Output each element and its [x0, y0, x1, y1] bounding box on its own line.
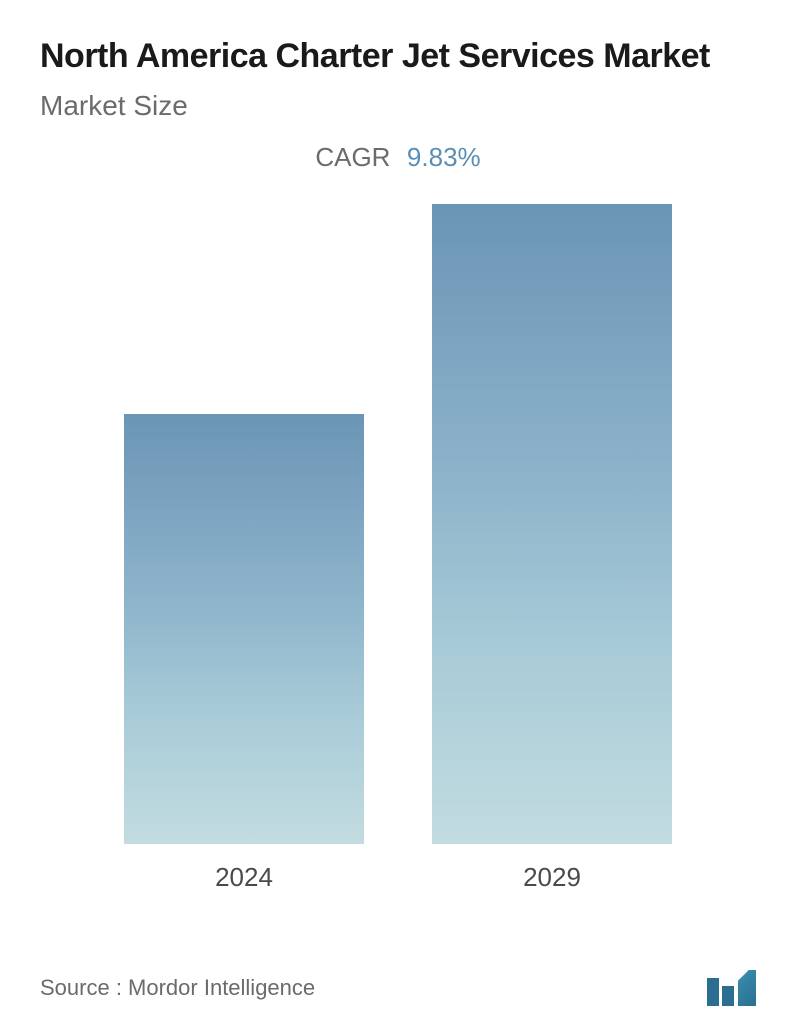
- bar-group-1: 2029: [432, 204, 672, 893]
- logo-bar-3: [738, 970, 756, 1006]
- bar-0: [124, 414, 364, 844]
- chart-title: North America Charter Jet Services Marke…: [40, 35, 756, 78]
- source-text: Source : Mordor Intelligence: [40, 975, 315, 1001]
- bar-group-0: 2024: [124, 414, 364, 893]
- logo-bar-2: [722, 986, 734, 1006]
- footer: Source : Mordor Intelligence: [40, 970, 756, 1006]
- bar-1: [432, 204, 672, 844]
- logo-bar-1: [707, 978, 719, 1006]
- chart-area: 2024 2029: [40, 203, 756, 893]
- bar-label-1: 2029: [523, 862, 581, 893]
- cagr-label: CAGR: [315, 142, 390, 172]
- bar-label-0: 2024: [215, 862, 273, 893]
- chart-subtitle: Market Size: [40, 90, 756, 122]
- logo-icon: [707, 970, 756, 1006]
- cagr-row: CAGR 9.83%: [40, 142, 756, 173]
- cagr-value: 9.83%: [407, 142, 481, 172]
